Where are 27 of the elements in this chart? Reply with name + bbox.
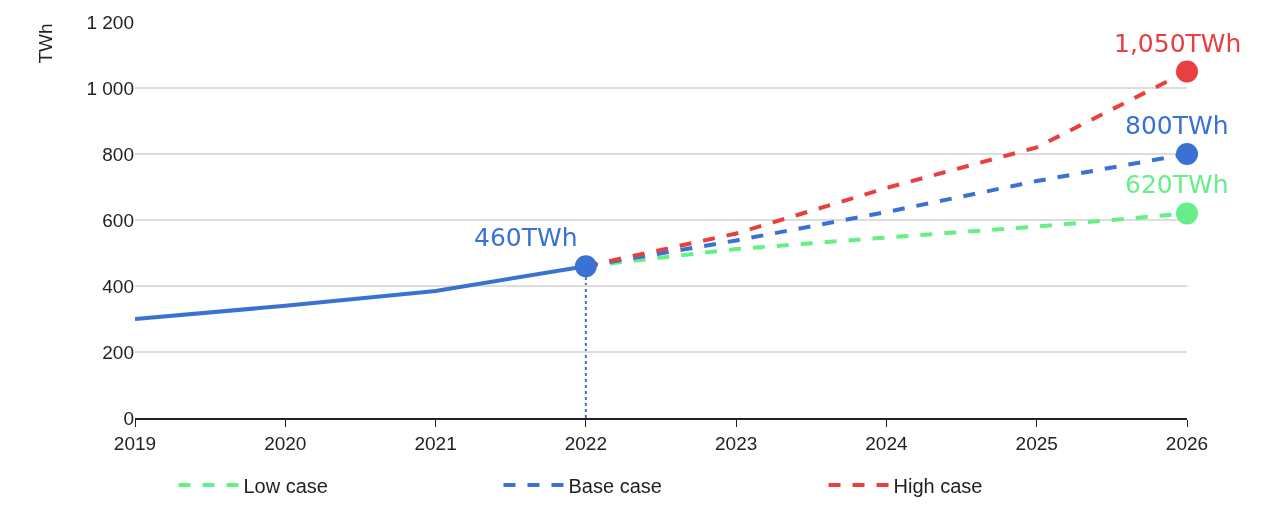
data-label: 460TWh [474,223,578,252]
x-tick-label: 2022 [564,432,607,454]
point [1176,143,1198,165]
legend-label: Low case [243,474,328,497]
x-tick-label: 2019 [113,432,157,454]
y-axis-title: TWh [34,23,56,64]
point [1176,60,1198,83]
y-tick-label: 1 000 [86,77,134,99]
data-label: 1,050TWh [1114,29,1242,58]
y-tick-label: 1 200 [86,11,134,33]
y-tick-label: 600 [102,209,134,231]
x-tick-label: 2021 [414,432,457,454]
y-tick-label: 800 [102,143,134,165]
legend-label: Base case [568,474,662,497]
point [1176,202,1198,225]
data-label: 620TWh [1125,170,1229,199]
legend-label: High case [893,474,983,497]
x-tick-label: 2025 [1015,432,1058,454]
y-tick-label: 200 [102,341,134,363]
data-label: 800TWh [1125,111,1229,140]
y-tick-label: 0 [123,407,134,429]
x-tick-label: 2020 [264,432,307,454]
x-tick-label: 2024 [865,432,908,454]
y-tick-label: 400 [102,275,134,297]
x-tick-label: 2026 [1165,432,1209,454]
point [574,255,597,278]
x-tick-label: 2023 [715,432,758,454]
